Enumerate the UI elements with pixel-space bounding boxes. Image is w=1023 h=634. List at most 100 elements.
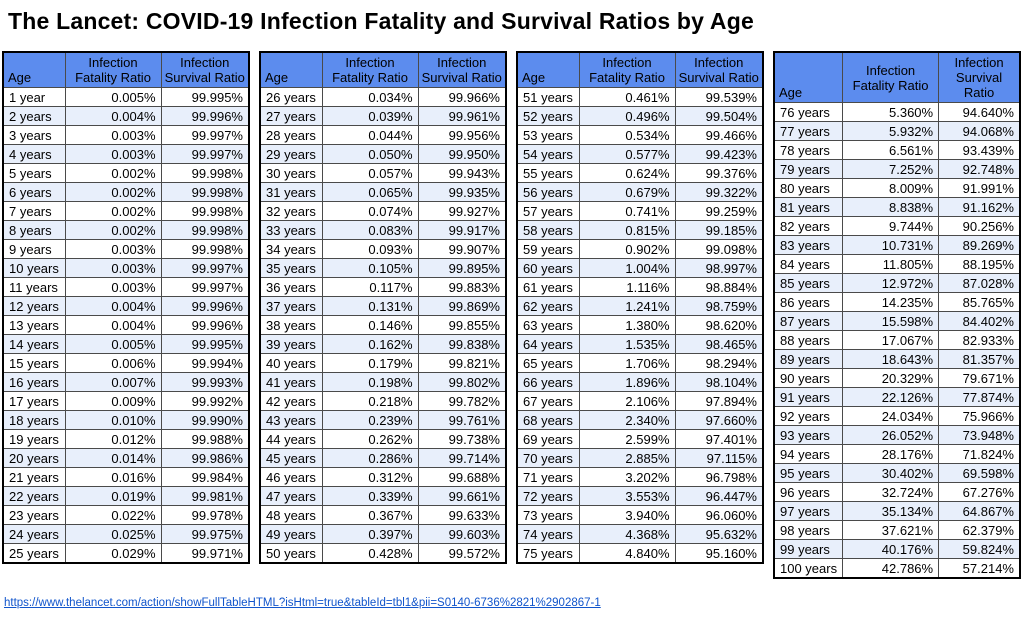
survival-cell: 99.927%	[417, 201, 507, 221]
fatality-cell: 0.339%	[321, 486, 419, 506]
age-cell: 29 years	[259, 144, 323, 164]
survival-cell: 99.802%	[417, 372, 507, 392]
fatality-cell: 5.932%	[842, 121, 940, 141]
age-cell: 19 years	[2, 429, 66, 449]
survival-cell: 99.996%	[160, 315, 250, 335]
table-row: 42 years 0.218% 99.782%	[259, 391, 507, 411]
survival-cell: 79.671%	[938, 368, 1021, 388]
fatality-cell: 0.014%	[64, 448, 162, 468]
table-header: Age Infection Fatality Ratio Infection S…	[2, 51, 250, 88]
table-row: 20 years 0.014% 99.986%	[2, 448, 250, 468]
table-row: 33 years 0.083% 99.917%	[259, 220, 507, 240]
fatality-cell: 0.012%	[64, 429, 162, 449]
age-cell: 77 years	[773, 121, 844, 141]
survival-cell: 98.759%	[674, 296, 764, 316]
fatality-cell: 0.367%	[321, 505, 419, 525]
fatality-cell: 0.039%	[321, 106, 419, 126]
survival-ratio-column-header: Infection Survival Ratio	[938, 51, 1021, 103]
age-cell: 20 years	[2, 448, 66, 468]
age-cell: 64 years	[516, 334, 580, 354]
fatality-cell: 0.198%	[321, 372, 419, 392]
age-cell: 98 years	[773, 520, 844, 540]
fatality-cell: 0.006%	[64, 353, 162, 373]
age-cell: 96 years	[773, 482, 844, 502]
survival-cell: 85.765%	[938, 292, 1021, 312]
survival-cell: 97.660%	[674, 410, 764, 430]
table-row: 77 years 5.932% 94.068%	[773, 121, 1021, 141]
table-row: 36 years 0.117% 99.883%	[259, 277, 507, 297]
table-row: 54 years 0.577% 99.423%	[516, 144, 764, 164]
age-cell: 82 years	[773, 216, 844, 236]
table-row: 97 years 35.134% 64.867%	[773, 501, 1021, 521]
table-row: 91 years 22.126% 77.874%	[773, 387, 1021, 407]
fatality-cell: 1.535%	[578, 334, 676, 354]
fatality-cell: 20.329%	[842, 368, 940, 388]
survival-cell: 84.402%	[938, 311, 1021, 331]
fatality-cell: 0.679%	[578, 182, 676, 202]
source-link[interactable]: https://www.thelancet.com/action/showFul…	[4, 597, 601, 609]
fatality-cell: 2.885%	[578, 448, 676, 468]
table-row: 43 years 0.239% 99.761%	[259, 410, 507, 430]
fatality-cell: 0.044%	[321, 125, 419, 145]
table-row: 6 years 0.002% 99.998%	[2, 182, 250, 202]
table-row: 4 years 0.003% 99.997%	[2, 144, 250, 164]
survival-cell: 99.883%	[417, 277, 507, 297]
age-cell: 71 years	[516, 467, 580, 487]
age-cell: 12 years	[2, 296, 66, 316]
survival-cell: 90.256%	[938, 216, 1021, 236]
fatality-cell: 0.003%	[64, 239, 162, 259]
survival-cell: 99.997%	[160, 144, 250, 164]
survival-cell: 99.895%	[417, 258, 507, 278]
fatality-cell: 30.402%	[842, 463, 940, 483]
fatality-cell: 0.083%	[321, 220, 419, 240]
fatality-cell: 0.010%	[64, 410, 162, 430]
table-row: 71 years 3.202% 96.798%	[516, 467, 764, 487]
survival-cell: 99.996%	[160, 106, 250, 126]
fatality-cell: 37.621%	[842, 520, 940, 540]
survival-cell: 99.935%	[417, 182, 507, 202]
age-cell: 58 years	[516, 220, 580, 240]
fatality-cell: 0.057%	[321, 163, 419, 183]
age-cell: 23 years	[2, 505, 66, 525]
age-cell: 30 years	[259, 163, 323, 183]
survival-cell: 96.060%	[674, 505, 764, 525]
table-row: 93 years 26.052% 73.948%	[773, 425, 1021, 445]
table-row: 65 years 1.706% 98.294%	[516, 353, 764, 373]
survival-cell: 99.992%	[160, 391, 250, 411]
fatality-cell: 0.262%	[321, 429, 419, 449]
table-row: 57 years 0.741% 99.259%	[516, 201, 764, 221]
table-row: 64 years 1.535% 98.465%	[516, 334, 764, 354]
age-cell: 84 years	[773, 254, 844, 274]
table-row: 49 years 0.397% 99.603%	[259, 524, 507, 544]
table-row: 23 years 0.022% 99.978%	[2, 505, 250, 525]
survival-cell: 99.995%	[160, 87, 250, 107]
survival-cell: 98.465%	[674, 334, 764, 354]
age-cell: 28 years	[259, 125, 323, 145]
age-cell: 21 years	[2, 467, 66, 487]
survival-cell: 99.943%	[417, 163, 507, 183]
fatality-cell: 0.534%	[578, 125, 676, 145]
table-row: 41 years 0.198% 99.802%	[259, 372, 507, 392]
survival-ratio-column-header: Infection Survival Ratio	[417, 51, 507, 88]
age-cell: 66 years	[516, 372, 580, 392]
age-cell: 48 years	[259, 505, 323, 525]
table-row: 53 years 0.534% 99.466%	[516, 125, 764, 145]
fatality-cell: 24.034%	[842, 406, 940, 426]
survival-cell: 82.933%	[938, 330, 1021, 350]
age-cell: 67 years	[516, 391, 580, 411]
fatality-cell: 0.007%	[64, 372, 162, 392]
fatality-cell: 0.577%	[578, 144, 676, 164]
survival-cell: 67.276%	[938, 482, 1021, 502]
fatality-cell: 0.025%	[64, 524, 162, 544]
survival-cell: 99.998%	[160, 163, 250, 183]
survival-cell: 99.782%	[417, 391, 507, 411]
age-cell: 11 years	[2, 277, 66, 297]
survival-cell: 99.504%	[674, 106, 764, 126]
age-cell: 44 years	[259, 429, 323, 449]
age-cell: 90 years	[773, 368, 844, 388]
survival-cell: 98.294%	[674, 353, 764, 373]
table-row: 84 years 11.805% 88.195%	[773, 254, 1021, 274]
survival-cell: 95.632%	[674, 524, 764, 544]
age-cell: 43 years	[259, 410, 323, 430]
fatality-cell: 0.005%	[64, 87, 162, 107]
